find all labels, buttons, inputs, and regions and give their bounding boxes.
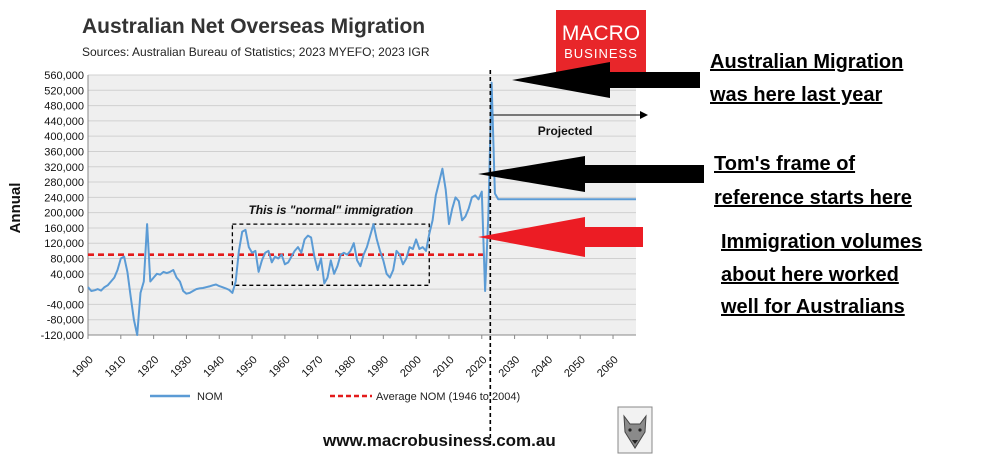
- y-tick-label: -120,000: [41, 330, 84, 342]
- callout-2-line-1: Tom's frame of: [714, 153, 855, 175]
- callout-3-line-3: well for Australians: [720, 296, 905, 318]
- nom-series-line: [87, 81, 636, 336]
- x-tick-label: 2040: [529, 354, 555, 380]
- x-tick-label: 2020: [464, 354, 490, 380]
- callout-3-line-1: Immigration volumes: [721, 231, 922, 253]
- x-tick-label: 1960: [267, 354, 293, 380]
- y-tick-label: 280,000: [44, 177, 84, 189]
- y-tick-label: 160,000: [44, 223, 84, 235]
- x-tick-label: 2000: [398, 354, 424, 380]
- y-tick-label: -40,000: [47, 299, 84, 311]
- x-tick-label: 1930: [168, 354, 194, 380]
- x-tick-label: 1940: [201, 354, 227, 380]
- legend-nom-label: NOM: [197, 391, 223, 403]
- x-tick-label: 1950: [234, 354, 260, 380]
- x-tick-label: 2010: [431, 354, 457, 380]
- y-axis-title: Annual: [7, 183, 24, 234]
- y-axis: 560,000 520,000 480,000 440,000 400,000 360,0…: [41, 70, 84, 342]
- legend-average-label: Average NOM (1946 to 2004): [376, 391, 520, 403]
- x-tick-label: 1970: [300, 354, 326, 380]
- x-tick-label: 1910: [103, 354, 129, 380]
- chart-title: Australian Net Overseas Migration: [82, 15, 425, 38]
- callout-arrow-3: [478, 217, 643, 257]
- legend: NOM Average NOM (1946 to 2004): [150, 391, 520, 403]
- y-tick-label: 40,000: [50, 269, 84, 281]
- plot-area: [88, 75, 636, 335]
- footer-url: www.macrobusiness.com.au: [322, 431, 556, 450]
- y-tick-label: 240,000: [44, 192, 84, 204]
- x-tick-label: 1920: [136, 354, 162, 380]
- y-tick-label: 520,000: [44, 85, 84, 97]
- callout-3-line-2: about here worked: [721, 264, 899, 286]
- callout-1-line-2: was here last year: [709, 84, 883, 106]
- y-tick-label: -80,000: [47, 315, 84, 327]
- x-tick-label: 1980: [332, 354, 358, 380]
- x-tick-label: 2050: [562, 354, 588, 380]
- x-tick-label: 1990: [365, 354, 391, 380]
- callout-arrow-2: [478, 156, 704, 192]
- x-tick-label: 1900: [70, 354, 96, 380]
- projection-arrow-head: [640, 111, 648, 119]
- x-axis: 1900 1910 1920 1930 1940 1950 1960 1970 1980 1990…: [70, 335, 621, 380]
- y-tick-label: 0: [78, 284, 84, 296]
- y-tick-label: 480,000: [44, 101, 84, 113]
- chart-subtitle: Sources: Australian Bureau of Statistics…: [82, 45, 430, 59]
- macrobusiness-logo: MACRO BUSINESS: [556, 10, 646, 72]
- wolf-head-icon: [617, 406, 653, 454]
- y-tick-label: 560,000: [44, 70, 84, 82]
- y-tick-label: 80,000: [50, 254, 84, 266]
- y-tick-label: 400,000: [44, 131, 84, 143]
- y-tick-label: 200,000: [44, 208, 84, 220]
- logo-background: [556, 10, 646, 72]
- x-tick-label: 2060: [595, 354, 621, 380]
- y-tick-label: 360,000: [44, 146, 84, 158]
- x-tick-label: 2030: [497, 354, 523, 380]
- projected-label: Projected: [538, 124, 593, 138]
- y-tick-label: 120,000: [44, 238, 84, 250]
- callout-2-line-2: reference starts here: [714, 187, 912, 209]
- y-tick-label: 320,000: [44, 162, 84, 174]
- normal-immigration-label: This is "normal" immigration: [248, 203, 413, 217]
- callout-arrow-1: [512, 62, 700, 98]
- logo-line1: MACRO: [562, 22, 640, 45]
- callout-1-line-1: Australian Migration: [710, 51, 903, 73]
- y-tick-label: 440,000: [44, 116, 84, 128]
- logo-line2: BUSINESS: [564, 46, 638, 61]
